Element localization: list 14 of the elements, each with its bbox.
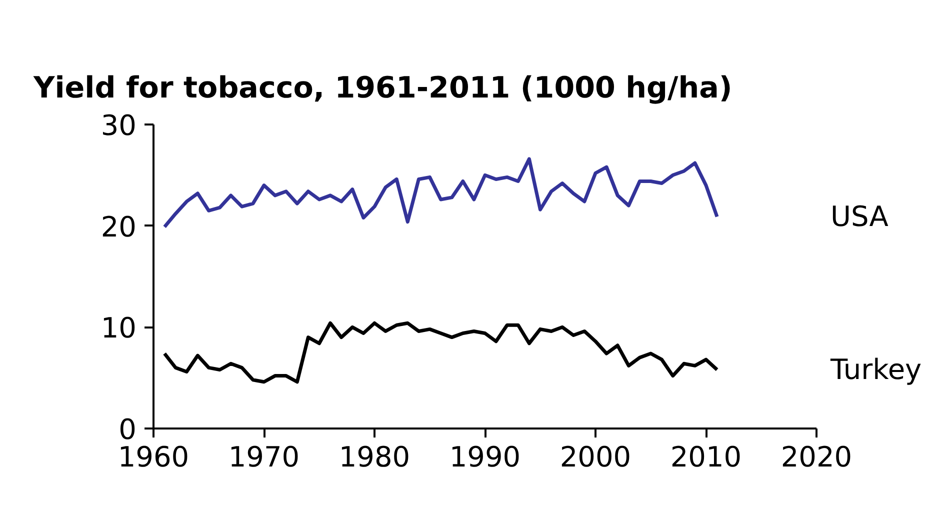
- line-series: [162, 157, 719, 229]
- line-series: [162, 321, 719, 384]
- x-tick-label: 1980: [338, 440, 410, 474]
- text: Turkey: [830, 353, 922, 386]
- y-tick-label: 30: [100, 109, 137, 142]
- chart-title: Yield for tobacco, 1961-2011 (1000 hg/ha): [32, 70, 732, 104]
- y-tick-label: 10: [100, 312, 137, 345]
- x-tick-label: 2020: [780, 440, 852, 474]
- x-tick-label: 2010: [670, 440, 742, 474]
- x-tick-label: 2000: [560, 440, 632, 474]
- text: USA: [830, 200, 888, 234]
- y-tick-label: 20: [100, 210, 137, 244]
- x-tick-label: 1970: [228, 440, 300, 474]
- x-tick-label: 1990: [449, 440, 521, 474]
